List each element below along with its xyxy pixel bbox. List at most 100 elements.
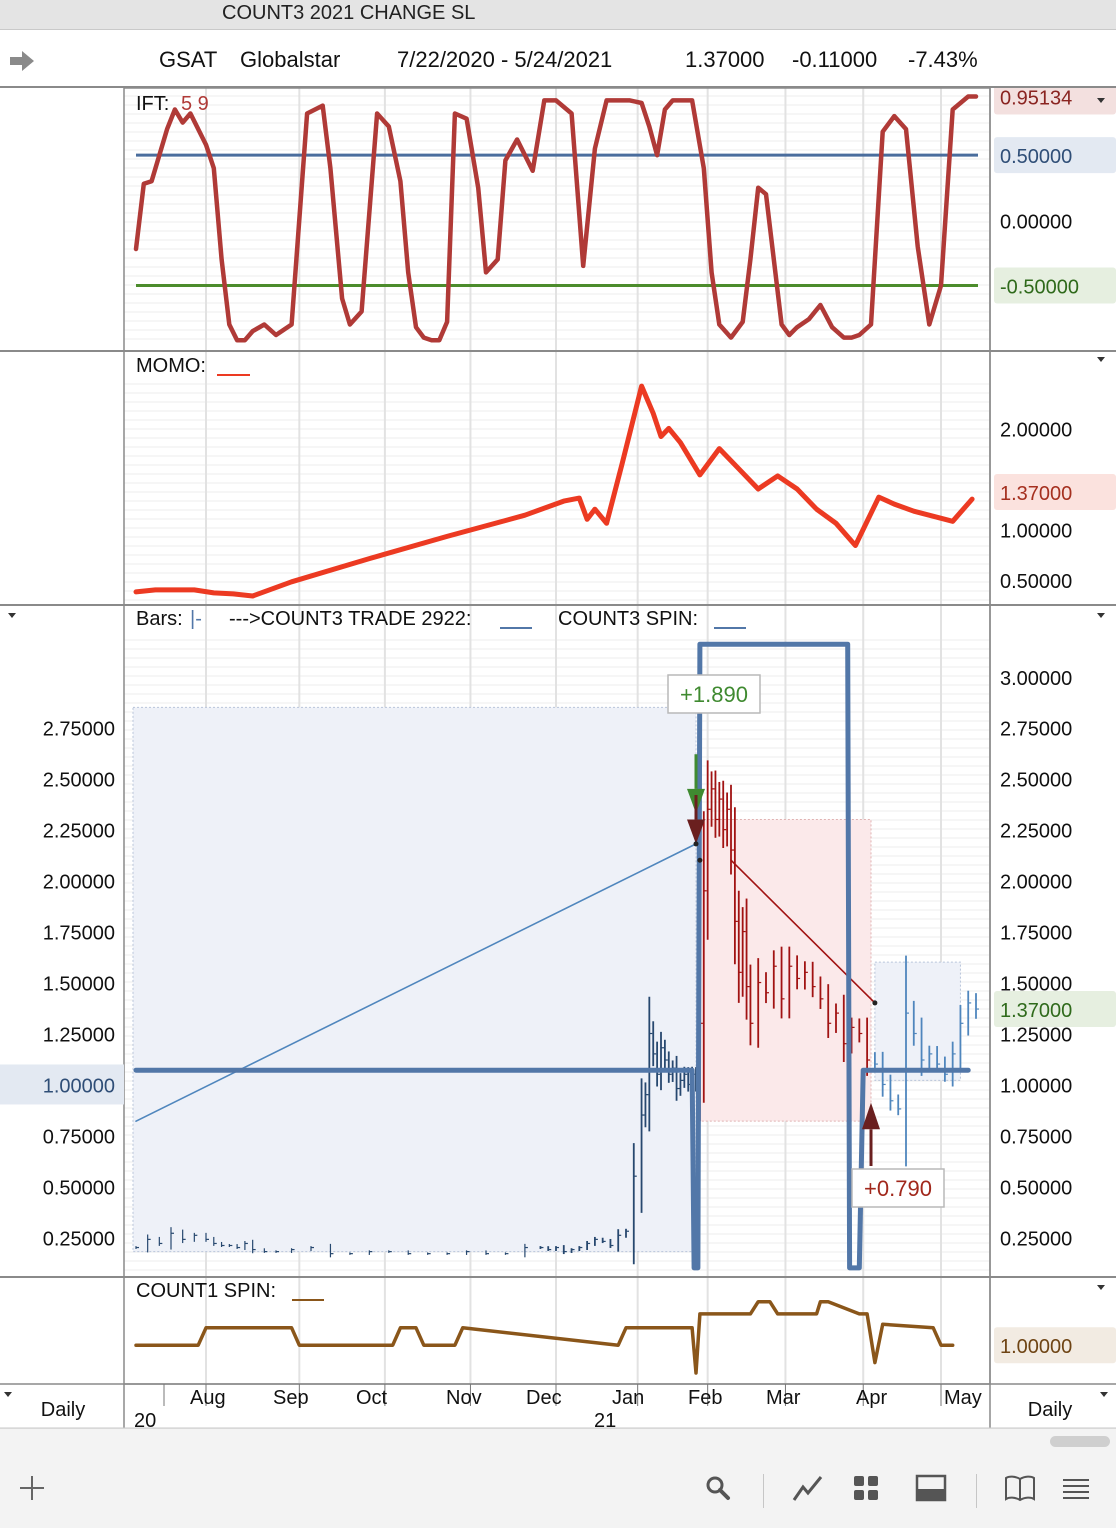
add-icon[interactable] — [14, 1470, 50, 1506]
left-axis-tick: 0.75000 — [43, 1126, 115, 1148]
bottom-toolbar — [0, 1428, 1116, 1528]
ift-tick-upper-bg — [994, 137, 1116, 174]
momo-tick: 2.00000 — [1000, 419, 1072, 441]
count3-trade-line — [133, 641, 971, 1271]
right-axis-tick: 2.00000 — [1000, 872, 1072, 894]
trade-zone-open — [874, 961, 961, 1081]
trade-zone-short — [699, 818, 872, 1122]
menu-icon[interactable] — [1058, 1470, 1094, 1506]
period-selector-right: Daily — [1028, 1399, 1072, 1421]
ift-panel-title: IFT: — [136, 93, 169, 115]
ift-last-value: 0.95134 — [1000, 88, 1072, 110]
line-chart-icon[interactable] — [790, 1470, 826, 1506]
horizontal-scrollbar[interactable] — [1050, 1436, 1110, 1447]
right-axis-tick: 0.25000 — [1000, 1228, 1072, 1250]
left-axis-tick: 2.00000 — [43, 872, 115, 894]
trade-zone-long — [132, 706, 697, 1253]
month-label: Feb — [688, 1387, 722, 1409]
panel-layout-icon[interactable] — [913, 1470, 949, 1506]
grid-icon[interactable] — [848, 1470, 884, 1506]
price-last-value: 1.37000 — [1000, 1000, 1072, 1022]
right-axis-tick: 2.25000 — [1000, 821, 1072, 843]
period-selector-left: Daily — [41, 1399, 85, 1421]
price-change-pct: -7.43% — [908, 47, 978, 72]
book-icon[interactable] — [1002, 1470, 1038, 1506]
trade-result-short-box — [851, 1168, 945, 1208]
cover-arrow-icon — [862, 1102, 880, 1130]
search-icon[interactable] — [700, 1470, 736, 1506]
ift-series-line — [133, 94, 979, 343]
ift-last-value-bg — [994, 88, 1116, 115]
price-bar-style: |- — [190, 608, 202, 630]
trade-point — [872, 1000, 878, 1006]
window-titlebar: COUNT3 2021 CHANGE SL — [0, 0, 1116, 30]
ift-tick-lower: -0.50000 — [1000, 276, 1079, 298]
month-label: Oct — [356, 1387, 388, 1409]
window-title: COUNT3 2021 CHANGE SL — [222, 2, 476, 24]
panel-menu-caret — [1097, 98, 1105, 103]
trade-result-long: +1.890 — [680, 682, 748, 707]
right-axis-tick: 0.75000 — [1000, 1126, 1072, 1148]
ift-tick-zero: 0.00000 — [1000, 211, 1072, 233]
period-menu-caret — [1100, 1392, 1108, 1397]
month-label: Mar — [766, 1387, 801, 1409]
quote-bar: GSAT Globalstar 7/22/2020 - 5/24/2021 1.… — [0, 30, 1116, 88]
left-axis-tick: 1.25000 — [43, 1025, 115, 1047]
chart-area[interactable]: IFT: 5 9 0.50000 0.00000 -0.50000 0.95134 MOMO… — [0, 88, 1116, 1428]
arrow-right-icon[interactable] — [8, 50, 36, 72]
price-last-value-bg — [994, 991, 1116, 1028]
panel-menu-caret — [1097, 357, 1105, 362]
year-label: 21 — [594, 1410, 616, 1428]
panel-menu-caret — [8, 613, 16, 618]
ift-tick-lower-bg — [994, 267, 1116, 304]
month-label: Apr — [856, 1387, 887, 1409]
momo-tick: 0.50000 — [1000, 571, 1072, 593]
panel-menu-caret — [1097, 613, 1105, 618]
left-axis-tick-highlight: 1.00000 — [43, 1075, 115, 1097]
right-axis-tick: 1.00000 — [1000, 1075, 1072, 1097]
left-axis-tick: 2.75000 — [43, 719, 115, 741]
count1-last-value: 1.00000 — [1000, 1336, 1072, 1358]
count1-panel-title: COUNT1 SPIN: — [136, 1280, 276, 1302]
momo-last-value-bg — [994, 474, 1116, 511]
ift-tick-upper: 0.50000 — [1000, 146, 1072, 168]
period-menu-caret — [4, 1392, 12, 1397]
last-price: 1.37000 — [685, 47, 765, 72]
trade-result-short: +0.790 — [864, 1176, 932, 1201]
trade-result-long-box — [667, 674, 761, 714]
left-axis-tick: 0.50000 — [43, 1177, 115, 1199]
month-label: Nov — [446, 1387, 482, 1409]
price-change: -0.11000 — [792, 47, 878, 72]
left-axis-highlight — [0, 1064, 124, 1105]
year-label: 20 — [134, 1410, 156, 1428]
momo-panel-title: MOMO: — [136, 355, 206, 377]
month-label: Sep — [273, 1387, 309, 1409]
toolbar-divider — [976, 1474, 977, 1508]
left-axis-tick: 1.50000 — [43, 974, 115, 996]
month-label: Aug — [190, 1387, 226, 1409]
date-range: 7/22/2020 - 5/24/2021 — [397, 47, 613, 72]
price-panel-title: Bars: — [136, 608, 183, 630]
month-label: May — [944, 1387, 982, 1409]
panel-menu-caret — [1097, 1285, 1105, 1290]
left-axis-tick: 2.50000 — [43, 770, 115, 792]
month-label: Dec — [526, 1387, 562, 1409]
left-axis-tick: 1.75000 — [43, 923, 115, 945]
legend-count3-spin: COUNT3 SPIN: — [558, 608, 698, 630]
momo-tick: 1.00000 — [1000, 520, 1072, 542]
right-axis-tick: 3.00000 — [1000, 668, 1072, 690]
trend-line-long — [135, 843, 697, 1122]
symbol-label: GSAT — [159, 47, 218, 72]
toolbar-divider — [763, 1474, 764, 1508]
sell-arrow-icon — [687, 819, 705, 844]
right-axis-tick: 1.25000 — [1000, 1025, 1072, 1047]
count1-last-value-bg — [994, 1327, 1116, 1364]
month-label: Jan — [612, 1387, 644, 1409]
right-axis-tick: 2.75000 — [1000, 719, 1072, 741]
right-axis-tick: 0.50000 — [1000, 1177, 1072, 1199]
company-name: Globalstar — [240, 47, 341, 72]
count1-spin-line — [134, 1299, 955, 1375]
momo-series-line — [133, 383, 975, 599]
left-axis-tick: 0.25000 — [43, 1228, 115, 1250]
left-axis-tick: 2.25000 — [43, 821, 115, 843]
